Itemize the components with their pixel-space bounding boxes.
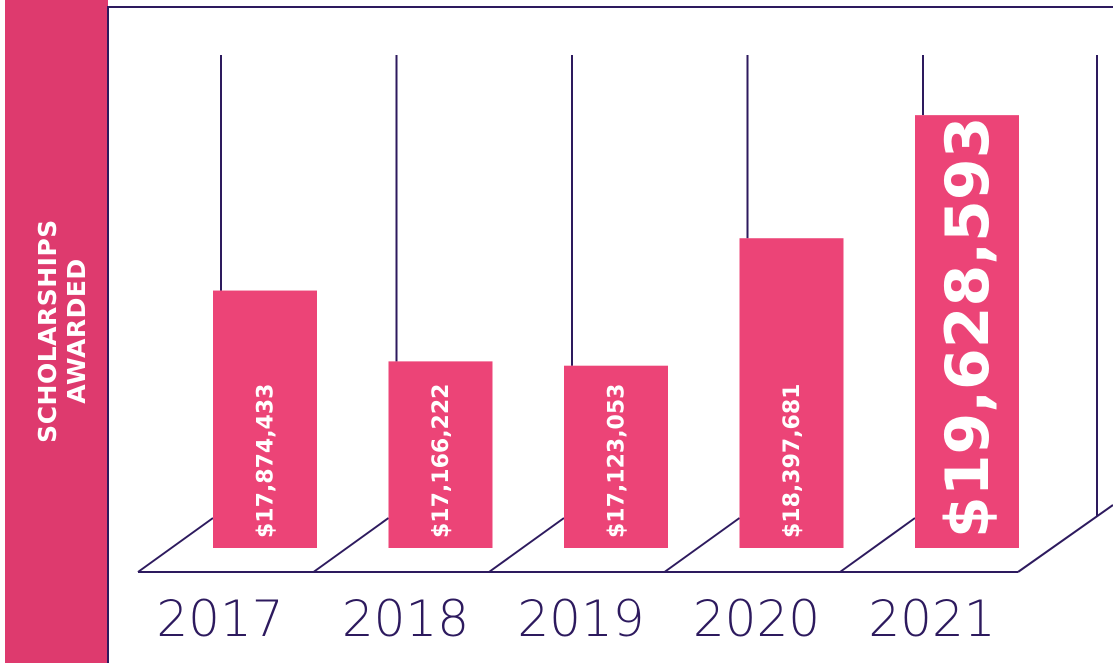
floor-divider [839,517,916,573]
floor-divider [488,517,565,573]
value-label: $17,874,433 [254,384,279,538]
x-tick-label: 2018 [342,590,469,648]
floor-divider [137,517,214,573]
floor-side [1017,504,1113,573]
side-panel: SCHOLARSHIPS AWARDED [5,0,108,663]
bar [739,238,844,548]
floor-divider [663,517,741,573]
x-tick-label: 2017 [156,590,283,648]
bar [213,290,317,548]
value-label: $17,123,053 [605,384,630,538]
bar [564,365,668,548]
bar [915,115,1019,549]
bar [388,361,493,548]
value-label: $17,166,222 [429,384,454,538]
floor-divider [312,517,390,573]
value-label: $19,628,593 [933,117,1003,538]
x-tick-label: 2021 [868,590,995,648]
x-tick-label: 2019 [517,590,644,648]
value-label: $18,397,681 [780,384,805,538]
x-tick-label: 2020 [693,590,820,648]
frame [107,6,1113,663]
